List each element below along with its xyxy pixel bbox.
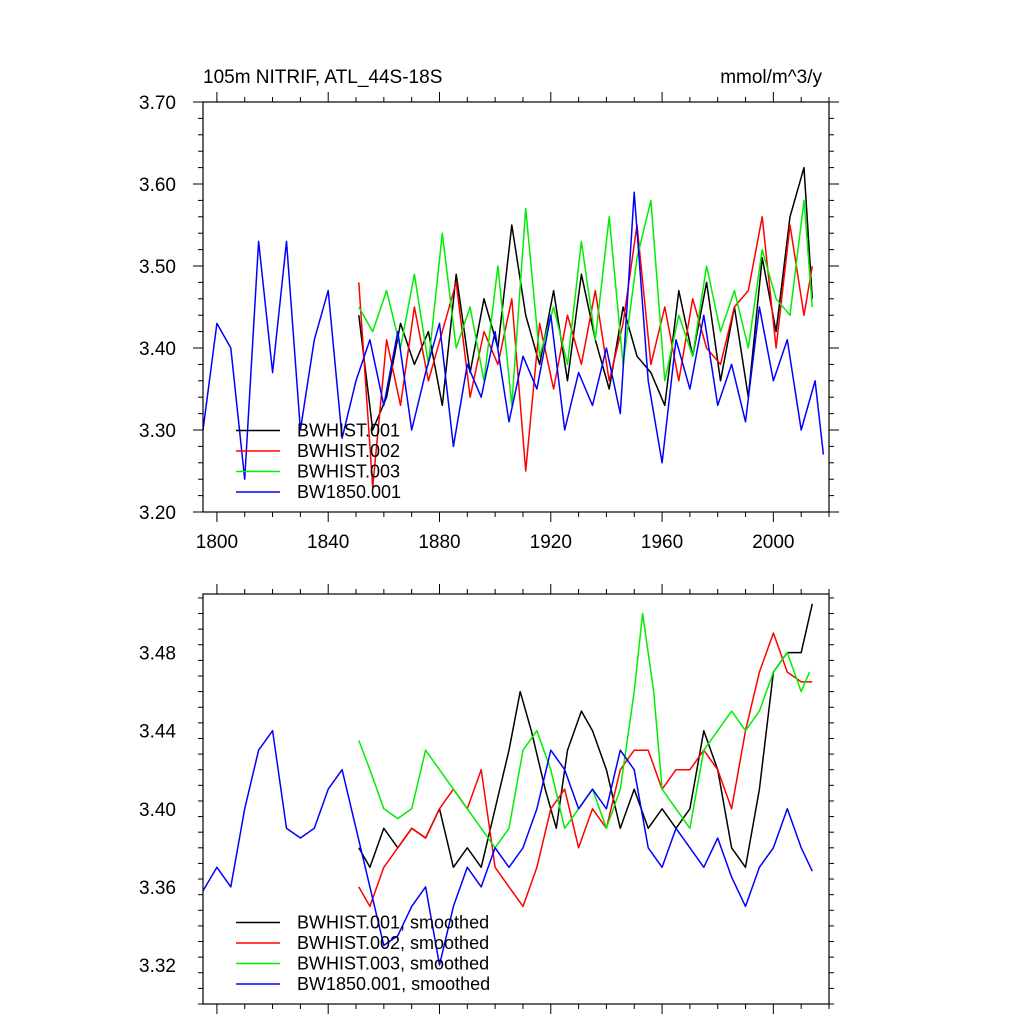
- legend-label: BWHIST.002, smoothed: [297, 933, 489, 953]
- y-tick-label: 3.40: [139, 339, 176, 360]
- top-chart-title: 105m NITRIF, ATL_44S-18S: [203, 67, 442, 88]
- x-tick-label: 1800: [196, 532, 238, 553]
- y-tick-label: 3.70: [139, 93, 176, 114]
- y-tick-label: 3.30: [139, 421, 176, 442]
- y-tick-label: 3.50: [139, 257, 176, 278]
- top-chart-units: mmol/m^3/y: [720, 67, 822, 88]
- y-tick-label: 3.36: [139, 878, 176, 899]
- y-tick-label: 3.20: [139, 503, 176, 524]
- legend-label: BWHIST.002: [297, 441, 400, 461]
- series-line-bwhist-003: [358, 612, 811, 849]
- bottom-chart-frame: [202, 593, 830, 1005]
- top-chart-plot-area: [202, 166, 825, 489]
- series-line-bw1850-001: [202, 729, 813, 966]
- bottom-chart-ticks: 3.32 3.36 3.40 3.44 3.48: [139, 584, 834, 1014]
- y-tick-label: 3.40: [139, 800, 176, 821]
- y-tick-label: 3.44: [139, 722, 176, 743]
- top-chart-ticks: 1800 1840 1880 1920 1960 2000 3.20 3.30 3.40 3.50…: [139, 92, 839, 553]
- y-tick-label: 3.60: [139, 175, 176, 196]
- legend-label: BWHIST.003: [297, 462, 400, 482]
- series-line-bwhist-002: [358, 216, 814, 489]
- legend-label: BW1850.001, smoothed: [297, 974, 490, 994]
- top-chart-frame: [202, 101, 830, 513]
- series-line-bwhist-001: [358, 166, 814, 431]
- x-tick-label: 1920: [530, 532, 572, 553]
- series-line-bw1850-001: [202, 191, 825, 480]
- x-tick-label: 2000: [752, 532, 794, 553]
- legend-label: BWHIST.001, smoothed: [297, 913, 489, 933]
- series-line-bwhist-003: [358, 199, 814, 407]
- y-tick-label: 3.48: [139, 644, 176, 665]
- x-tick-label: 1840: [307, 532, 349, 553]
- bottom-chart-plot-area: [202, 603, 814, 966]
- series-line-bwhist-002: [358, 632, 813, 908]
- legend-label: BW1850.001: [297, 482, 401, 502]
- y-tick-label: 3.32: [139, 956, 176, 977]
- top-chart: 105m NITRIF, ATL_44S-18S mmol/m^3/y 1800…: [139, 67, 839, 553]
- legend-label: BWHIST.001: [297, 421, 400, 441]
- bottom-chart: 3.32 3.36 3.40 3.44 3.48 BWHIST.001, smoothe…: [139, 584, 834, 1014]
- x-tick-label: 1960: [641, 532, 683, 553]
- x-tick-label: 1880: [418, 532, 460, 553]
- legend-label: BWHIST.003, smoothed: [297, 954, 489, 974]
